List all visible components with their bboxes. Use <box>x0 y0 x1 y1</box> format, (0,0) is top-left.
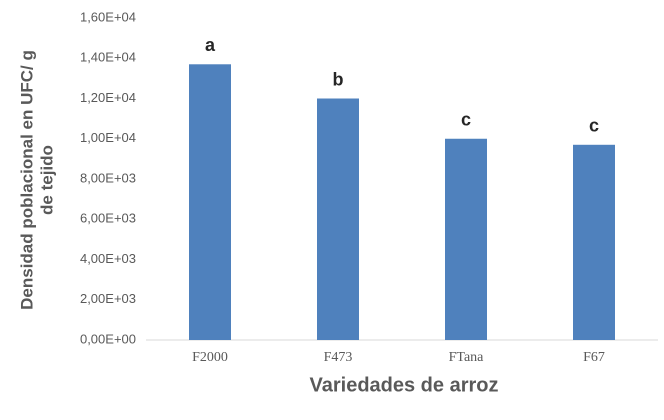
bar <box>445 138 487 340</box>
y-axis-label: de tejido <box>37 145 56 215</box>
bar <box>573 144 615 340</box>
x-axis-label: Variedades de arroz <box>310 374 499 396</box>
y-tick-label: 1,40E+04 <box>80 50 136 65</box>
x-tick-label: F2000 <box>192 350 228 365</box>
x-tick-label: FTana <box>449 350 485 365</box>
x-tick-label: F67 <box>583 350 605 365</box>
bar <box>189 64 231 340</box>
y-tick-label: 0,00E+00 <box>80 331 136 346</box>
y-tick-label: 2,00E+03 <box>80 291 136 306</box>
bar-label: a <box>205 35 216 55</box>
x-tick-label: F473 <box>324 350 353 365</box>
y-tick-label: 8,00E+03 <box>80 170 136 185</box>
y-tick-label: 1,20E+04 <box>80 90 136 105</box>
y-tick-label: 1,00E+04 <box>80 130 136 145</box>
y-tick-label: 1,60E+04 <box>80 9 136 24</box>
y-tick-label: 6,00E+03 <box>80 211 136 226</box>
bar-label: b <box>333 69 344 89</box>
y-axis-label: Densidad poblacional en UFC/ g <box>17 50 36 310</box>
y-tick-label: 4,00E+03 <box>80 251 136 266</box>
bar <box>317 98 359 340</box>
bar-label: c <box>589 116 599 136</box>
bar-label: c <box>461 110 471 130</box>
